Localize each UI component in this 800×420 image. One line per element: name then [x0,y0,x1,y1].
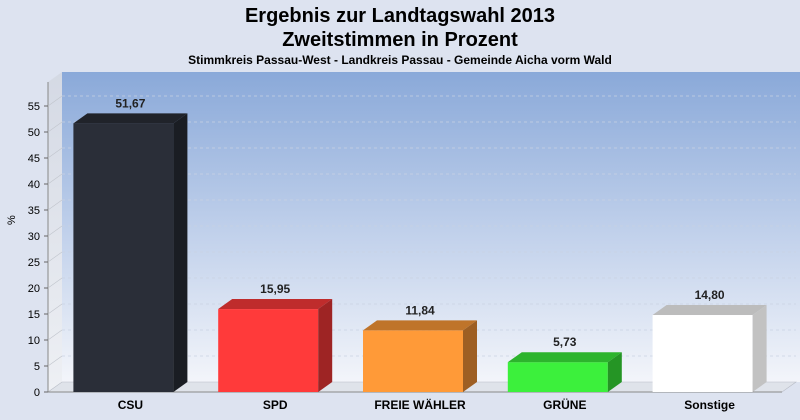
category-label: GRÜNE [543,397,586,412]
chart-subtitle: Zweitstimmen in Prozent [282,29,518,51]
y-tick-label: 35 [28,205,40,217]
value-label: 51,67 [115,96,145,110]
y-tick-label: 45 [28,153,40,165]
gridline-side [47,147,63,159]
category-label: CSU [118,398,143,412]
value-label: 15,95 [260,282,290,296]
bar-top [652,305,767,316]
bar [652,305,767,392]
y-tick-label: 5 [34,361,40,373]
bar-top [73,113,188,124]
gridline-side [47,251,63,263]
category-label: Sonstige [684,398,735,412]
gridline-side [47,329,63,341]
gridline-side [47,355,63,367]
bar-side [607,352,622,392]
bar-top [507,352,622,363]
y-tick-label: 40 [28,179,40,191]
value-label: 11,84 [405,303,435,317]
y-tick-label: 30 [28,231,40,243]
gridline-side [47,95,63,107]
y-tick-label: 0 [34,387,40,399]
bar-front [652,315,753,392]
x-axis-labels: CSU SPD FREIE WÄHLER GRÜNE Sonstige [118,397,736,412]
y-tick-label: 50 [28,127,40,139]
bar [73,113,188,392]
bar-front [363,330,463,392]
value-labels: 51,67 15,95 11,84 5,73 14,80 [115,96,725,349]
gridline-side [47,277,63,289]
bar [363,320,477,392]
gridline-side [47,199,63,211]
y-tick-label: 25 [28,257,40,269]
chart-title: Ergebnis zur Landtagswahl 2013 [244,5,556,27]
y-tick-label: 10 [28,335,40,347]
bar [218,299,333,392]
bar-front [218,309,319,392]
gridline-side [47,121,63,133]
chart-caption: Stimmkreis Passau-West - Landkreis Passa… [188,53,612,67]
category-label: FREIE WÄHLER [374,397,466,412]
gridline-side [47,225,63,237]
value-label: 5,73 [553,335,577,349]
bar-front [507,362,608,392]
bar-side [318,299,333,392]
category-label: SPD [263,398,288,412]
bar [507,352,622,392]
y-axis-ticks: 0 5 10 15 20 25 30 35 40 45 50 55 [28,101,48,399]
bar-top [218,299,333,310]
gridline-side [47,173,63,185]
y-tick-label: 15 [28,309,40,321]
side-wall [48,72,62,392]
gridline-side [47,303,63,315]
bar-side [463,320,477,392]
bars [73,113,767,392]
bar-top [363,320,477,331]
y-tick-label: 55 [28,101,40,113]
value-label: 14,80 [695,288,725,302]
y-tick-label: 20 [28,283,40,295]
bar-side [173,113,188,392]
bar-front [73,123,174,392]
bar-side [752,305,767,392]
